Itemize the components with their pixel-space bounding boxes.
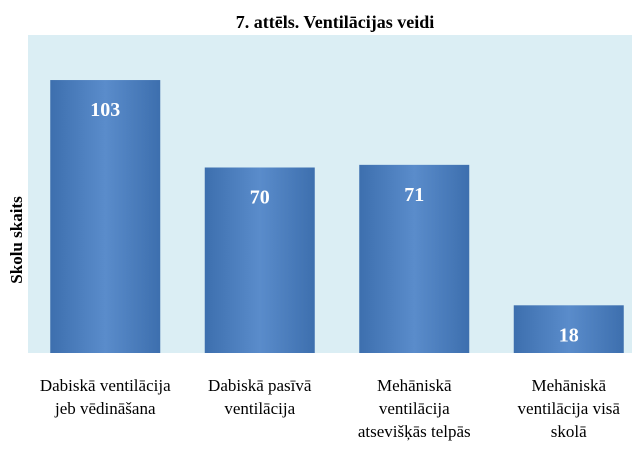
value-label: 71 xyxy=(404,184,424,206)
y-axis-label: Skolu skaits xyxy=(7,196,26,284)
value-label: 18 xyxy=(559,324,579,346)
value-label: 103 xyxy=(90,99,120,121)
chart-title: 7. attēls. Ventilācijas veidi xyxy=(236,12,435,32)
value-label: 70 xyxy=(250,187,270,209)
x-tick-label: Mehāniskā ventilācija atsevišķās telpās xyxy=(358,376,471,441)
bar xyxy=(513,305,624,353)
bar xyxy=(50,80,161,354)
x-tick-label: Dabiskā pasīvā ventilācija xyxy=(208,376,312,418)
bar xyxy=(359,164,470,353)
x-tick-label: Dabiskā ventilācija jeb vēdināšana xyxy=(40,376,171,418)
x-tick-label: Mehāniskā ventilācija visā skolā xyxy=(518,376,621,441)
bar xyxy=(204,167,315,353)
